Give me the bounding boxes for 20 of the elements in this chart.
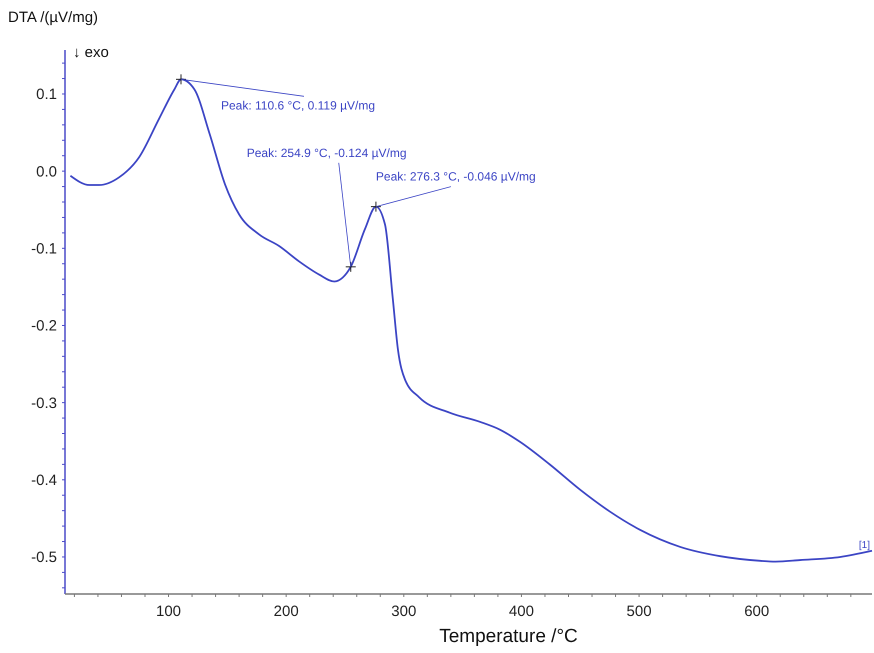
y-tick-label: -0.5 xyxy=(31,549,57,566)
x-axis-title: Temperature /°C xyxy=(439,626,578,647)
y-axis-title: DTA /(µV/mg) xyxy=(8,9,98,26)
y-tick-label: -0.4 xyxy=(31,472,57,490)
y-tick-label: -0.3 xyxy=(31,394,57,412)
y-tick-label: -0.1 xyxy=(31,240,57,258)
annotation: [1] xyxy=(858,540,870,551)
y-tick-label: 0.1 xyxy=(36,86,57,104)
x-tick-label: 500 xyxy=(626,603,652,620)
x-tick-label: 100 xyxy=(156,603,182,620)
y-tick-label: -0.2 xyxy=(31,318,57,335)
annotation: ↓ exo xyxy=(73,44,109,61)
y-tick-label: 0.0 xyxy=(36,163,57,180)
annotation: Peak: 110.6 °C, 0.119 µV/mg xyxy=(220,98,376,112)
x-tick-label: 600 xyxy=(744,603,770,620)
annotation: Peak: 254.9 °C, -0.124 µV/mg xyxy=(246,146,407,160)
annotation: Peak: 276.3 °C, -0.046 µV/mg xyxy=(376,170,536,184)
x-tick-label: 300 xyxy=(391,603,416,620)
x-tick-label: 400 xyxy=(508,603,534,620)
x-tick-label: 200 xyxy=(274,603,299,620)
